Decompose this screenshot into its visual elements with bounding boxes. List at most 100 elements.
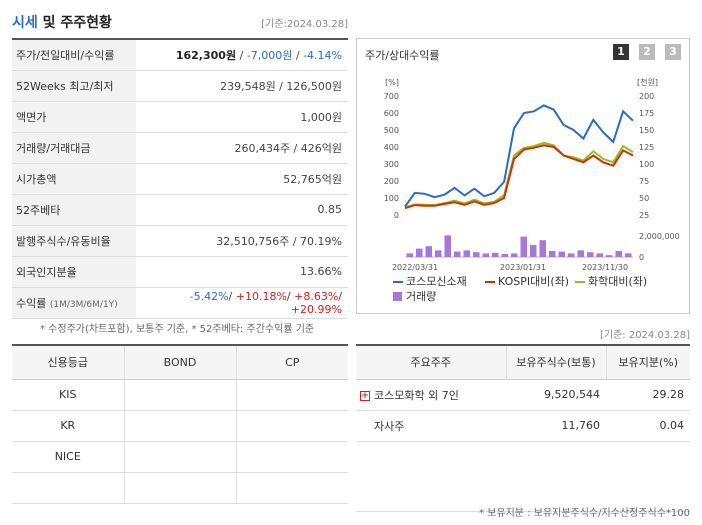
row-value: 13.66%	[136, 256, 348, 288]
series-line-코스모신소재	[404, 104, 634, 208]
holder-shares	[506, 441, 606, 512]
row-label: 주가/전일대비/수익률	[12, 39, 136, 71]
volume-bar	[501, 254, 508, 257]
price-table: 주가/전일대비/수익률 162,300원 / -7,000원 / -4.14% …	[12, 38, 348, 319]
volume-bar	[444, 235, 451, 257]
credit-rating-table: 신용등급 BOND CP KIS KR NICE	[12, 344, 348, 504]
table-row: KR	[12, 410, 348, 442]
volume-bar	[463, 250, 470, 257]
col-header: 보유지분(%)	[606, 345, 690, 380]
y-left-tick-label: 700	[384, 92, 399, 101]
volume-bar	[520, 236, 527, 257]
bond-cell	[124, 379, 237, 411]
bond-cell	[124, 472, 237, 504]
cp-cell	[236, 379, 348, 411]
holder-name[interactable]: 코스모화학 외 7인	[374, 388, 459, 402]
volume-bar	[425, 246, 432, 257]
table-row: KIS	[12, 379, 348, 411]
volume-tick-label: 0	[639, 253, 644, 262]
chart-svg: [%] [천원]700600500400300200100020017515012…	[384, 77, 680, 303]
col-header: 신용등급	[12, 345, 125, 380]
chart-page-3-button[interactable]: 3	[665, 44, 681, 60]
table-row	[12, 472, 348, 504]
y-left-unit: [%]	[385, 78, 399, 87]
volume-bar	[454, 251, 461, 257]
cp-cell	[236, 472, 348, 504]
agency-cell: KIS	[12, 379, 125, 411]
cp-cell	[236, 410, 348, 442]
table-row: 52주베타 0.85	[12, 194, 348, 226]
table-row: 시가총액 52,765억원	[12, 163, 348, 195]
x-tick-label: 2022/03/31	[392, 263, 438, 272]
row-value: 260,434주 / 426억원	[136, 132, 348, 164]
chart-page-2-button[interactable]: 2	[639, 44, 655, 60]
legend-swatch	[393, 292, 402, 301]
table-row: 자사주 11,760 0.04	[356, 410, 690, 442]
col-header: 보유주식수(보통)	[506, 345, 607, 380]
row-value: 162,300원 / -7,000원 / -4.14%	[136, 39, 348, 71]
volume-bar	[577, 250, 584, 257]
volume-bar	[558, 251, 565, 257]
shareholders-table: 주요주주 보유주식수(보통) 보유지분(%) + 코스모화학 외 7인 9,520…	[356, 344, 690, 512]
table-row: 주가/전일대비/수익률 162,300원 / -7,000원 / -4.14%	[12, 39, 348, 71]
volume-tick-label: 2,000,000	[639, 232, 680, 241]
y-right-tick-label: 200	[639, 92, 654, 101]
table-row: 액면가 1,000원	[12, 101, 348, 133]
agency-cell: NICE	[12, 441, 125, 473]
chart-page-1-button[interactable]: 1	[613, 44, 629, 60]
section-title-holders: 및 주주현황	[37, 15, 112, 31]
y-left-tick-label: 200	[384, 177, 399, 186]
volume-bar	[435, 250, 442, 257]
bond-cell	[124, 441, 237, 473]
y-right-tick-label: 100	[639, 160, 654, 169]
col-header: CP	[236, 345, 348, 380]
expand-icon[interactable]: +	[360, 390, 370, 401]
y-left-tick-label: 0	[394, 211, 399, 220]
legend-label: 코스모신소재	[406, 275, 467, 288]
holder-name: 자사주	[356, 410, 506, 442]
legend-label: 거래량	[406, 290, 436, 303]
holder-pct: 29.28	[606, 379, 690, 411]
volume-bar	[530, 245, 537, 257]
volume-bar	[539, 240, 546, 257]
table-row: 외국인지분율 13.66%	[12, 256, 348, 288]
row-value: 239,548원 / 126,500원	[136, 70, 348, 102]
y-right-tick-label: 125	[639, 143, 654, 152]
volume-bar	[587, 252, 594, 257]
price-footnote: * 수정주가(차트포함), 보통주 기준, * 52주베타: 주간수익률 기준	[40, 324, 315, 335]
y-left-tick-label: 300	[384, 160, 399, 169]
series-line-KOSPI대비(좌)	[404, 144, 634, 210]
base-date-2: [기준: 2024.03.28]	[599, 330, 690, 341]
x-tick-label: 2023/01/31	[500, 263, 546, 272]
y-right-unit: [천원]	[637, 77, 658, 87]
table-header-row: 주요주주 보유주식수(보통) 보유지분(%)	[356, 345, 690, 380]
table-header-row: 신용등급 BOND CP	[12, 345, 348, 380]
y-left-tick-label: 500	[384, 126, 399, 135]
volume-bar	[406, 253, 413, 257]
volume-bar	[473, 252, 480, 257]
row-label: 외국인지분율	[12, 256, 136, 288]
cp-cell	[236, 441, 348, 473]
col-header: BOND	[124, 345, 237, 380]
row-value: 0.85	[136, 194, 348, 226]
volume-bar	[511, 253, 518, 257]
y-right-tick-label: 25	[639, 211, 649, 220]
row-value: -5.42%/ +10.18%/ +8.63%/ +20.99%	[136, 287, 348, 319]
volume-bar	[625, 253, 632, 257]
row-label: 거래량/거래대금	[12, 132, 136, 164]
col-header: 주요주주	[356, 345, 507, 380]
holder-shares: 11,760	[506, 410, 606, 442]
volume-bar	[568, 253, 575, 257]
row-value: 32,510,756주 / 70.19%	[136, 225, 348, 257]
section-title-price: 시세	[12, 15, 38, 31]
row-value: 1,000원	[136, 101, 348, 133]
table-row: NICE	[12, 441, 348, 473]
row-label: 액면가	[12, 101, 136, 133]
section-header: 시세 및 주주현황 [기준:2024.03.28]	[12, 12, 348, 34]
x-tick-label: 2023/11/30	[582, 263, 628, 272]
volume-bar	[492, 252, 499, 257]
volume-bar	[416, 248, 423, 257]
holders-footnote: * 보유지분 : 보유지분주식수/지수산정주식수*100	[479, 508, 690, 519]
base-date: [기준:2024.03.28]	[261, 19, 348, 30]
y-right-tick-label: 175	[639, 109, 654, 118]
